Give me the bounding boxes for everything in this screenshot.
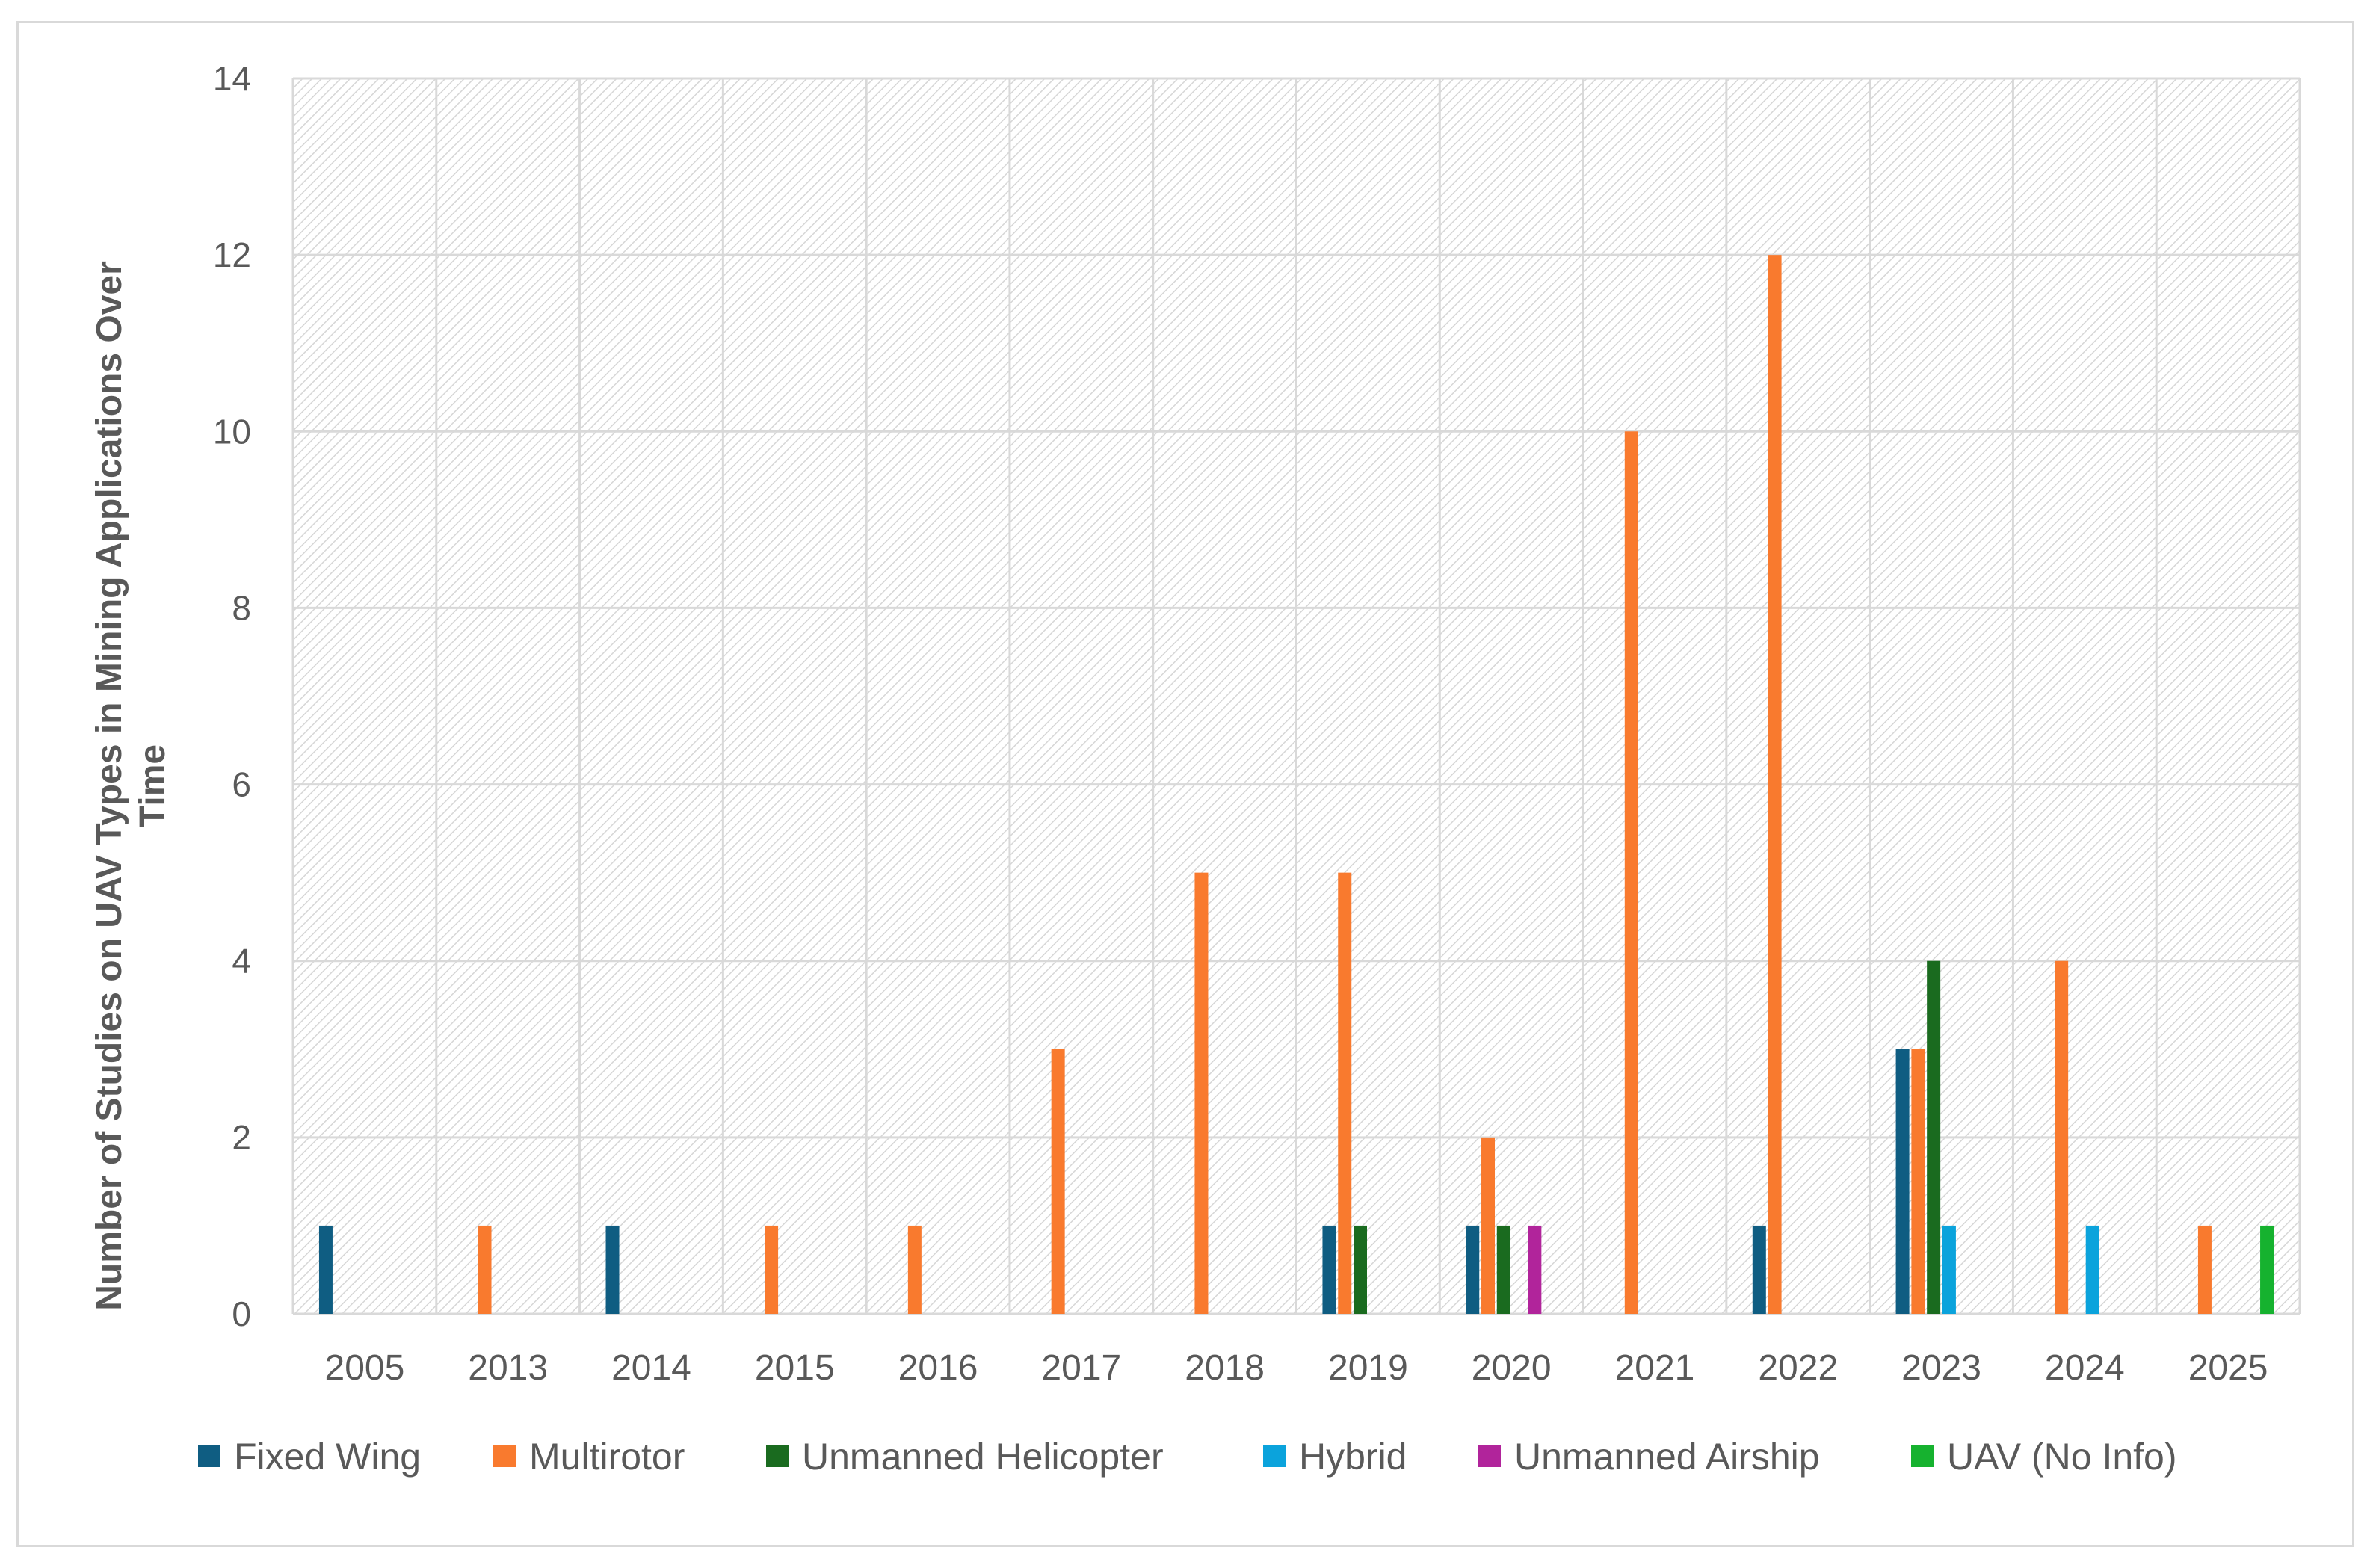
x-tick-label: 2015 — [755, 1348, 835, 1388]
legend-swatch — [198, 1445, 220, 1467]
legend-swatch — [1478, 1445, 1501, 1467]
legend-label: Fixed Wing — [234, 1436, 421, 1478]
x-tick-label: 2017 — [1041, 1348, 1121, 1388]
x-tick-label: 2005 — [325, 1348, 405, 1388]
bar-hybrid-2024 — [2085, 1225, 2099, 1314]
bar-fixed-wing-2014 — [605, 1225, 620, 1314]
y-tick-label: 6 — [232, 765, 251, 804]
bar-fixed-wing-2005 — [318, 1225, 333, 1314]
y-tick-label: 0 — [232, 1294, 251, 1333]
x-tick-label: 2014 — [611, 1348, 691, 1388]
y-tick-label: 8 — [232, 588, 251, 627]
bar-multirotor-2013 — [478, 1225, 492, 1314]
legend-swatch — [1263, 1445, 1286, 1467]
x-tick-label: 2022 — [1758, 1348, 1838, 1388]
legend-swatch — [493, 1445, 516, 1467]
y-tick-label: 2 — [232, 1118, 251, 1157]
bar-fixed-wing-2020 — [1466, 1225, 1480, 1314]
bar-multirotor-2019 — [1338, 872, 1352, 1314]
x-tick-label: 2021 — [1615, 1348, 1695, 1388]
bar-unmanned-helicopter-2023 — [1927, 960, 1941, 1314]
legend-swatch — [766, 1445, 789, 1467]
y-tick-label: 10 — [213, 412, 251, 451]
gridlines — [291, 77, 2301, 1315]
bar-multirotor-2021 — [1624, 431, 1638, 1315]
legend-label: Unmanned Helicopter — [802, 1436, 1164, 1478]
x-tick-label: 2019 — [1328, 1348, 1408, 1388]
legend-label: Unmanned Airship — [1514, 1436, 1820, 1478]
x-tick-label: 2018 — [1185, 1348, 1265, 1388]
x-tick-label: 2023 — [1901, 1348, 1981, 1388]
y-axis-label: Number of Studies on UAV Types in Mining… — [90, 261, 173, 1311]
y-tick-labels: 0 2 4 6 8 10 12 14 — [213, 59, 251, 1333]
legend-swatch — [1911, 1445, 1934, 1467]
legend-label: UAV (No Info) — [1947, 1436, 2177, 1478]
bar-multirotor-2024 — [2055, 960, 2069, 1314]
x-tick-label: 2016 — [898, 1348, 978, 1388]
bar-multirotor-2025 — [2197, 1225, 2212, 1314]
bar-unmanned-helicopter-2019 — [1354, 1225, 1368, 1314]
y-tick-label: 4 — [232, 942, 251, 981]
bar-unmanned-airship-2020 — [1528, 1225, 1542, 1314]
x-tick-label: 2013 — [468, 1348, 548, 1388]
bar-multirotor-2016 — [907, 1225, 922, 1314]
bar-multirotor-2015 — [765, 1225, 779, 1314]
bar-multirotor-2020 — [1481, 1137, 1496, 1314]
legend: Fixed Wing Multirotor Unmanned Helicopter H… — [198, 1436, 2177, 1478]
bars — [318, 255, 2274, 1315]
x-tick-label: 2020 — [1472, 1348, 1552, 1388]
bar-fixed-wing-2019 — [1322, 1225, 1336, 1314]
bar-fixed-wing-2023 — [1895, 1049, 1910, 1314]
x-tick-label: 2025 — [2188, 1348, 2268, 1388]
y-tick-label: 12 — [213, 235, 251, 274]
bar-multirotor-2023 — [1911, 1049, 1925, 1314]
y-tick-label: 14 — [213, 59, 251, 98]
bar-fixed-wing-2022 — [1752, 1225, 1766, 1314]
bar-multirotor-2017 — [1051, 1049, 1065, 1314]
bar-unmanned-helicopter-2020 — [1496, 1225, 1510, 1314]
legend-label: Multirotor — [529, 1436, 685, 1478]
x-tick-label: 2024 — [2045, 1348, 2125, 1388]
bar-multirotor-2022 — [1768, 255, 1782, 1315]
bar-multirotor-2018 — [1194, 872, 1209, 1314]
bar-uav-no-info-2025 — [2260, 1225, 2274, 1314]
legend-label: Hybrid — [1299, 1436, 1407, 1478]
x-tick-labels: 2005 2013 2014 2015 2016 2017 2018 2019 2020 2021… — [325, 1348, 2268, 1388]
bar-hybrid-2023 — [1942, 1225, 1956, 1314]
